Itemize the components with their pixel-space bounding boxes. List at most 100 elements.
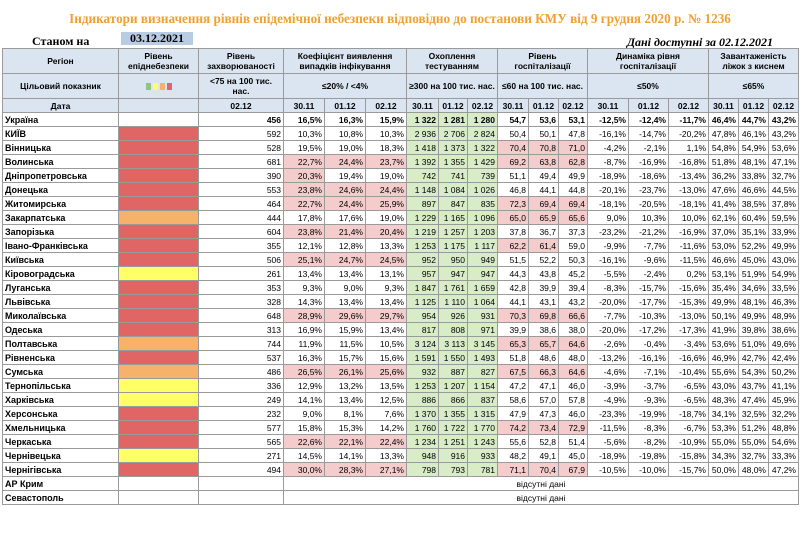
hosp-value: 47,3	[528, 406, 559, 421]
danger-level-cell	[118, 168, 199, 183]
oxygen-value: 33,8%	[738, 168, 769, 183]
region-name: Дніпропетровська	[2, 168, 119, 183]
testing-value: 1 493	[467, 350, 498, 365]
oxygen-value: 54,8%	[708, 140, 739, 155]
testing-value: 1 117	[467, 238, 498, 253]
detection-value: 28,3%	[324, 462, 366, 477]
missing-data-note: відсутні дані	[283, 490, 799, 505]
testing-value: 1 280	[467, 112, 498, 127]
hosp-value: 44,8	[558, 182, 588, 197]
header-incidence: Рівень захворюваності	[198, 48, 284, 74]
testing-value: 1 355	[438, 154, 468, 169]
region-row: Волинська 681 22,7% 24,4% 23,7% 1 392 1 355 1 4…	[2, 154, 799, 169]
oxygen-value: 32,2%	[768, 406, 799, 421]
incidence-value: 681	[198, 154, 284, 169]
oxygen-value: 54,6%	[768, 434, 799, 449]
hosp-dyn-value: -23,2%	[587, 224, 629, 239]
hosp-value: 71,1	[497, 462, 529, 477]
hosp-value: 42,8	[497, 280, 529, 295]
testing-value: 887	[438, 364, 468, 379]
danger-level-cell	[118, 280, 199, 295]
missing-data-row: Севастополь відсутні дані	[2, 490, 799, 505]
testing-value: 817	[406, 322, 439, 337]
hosp-dyn-value: -8,3%	[587, 280, 629, 295]
oxygen-value: 39,8%	[738, 322, 769, 337]
danger-level-cell	[118, 350, 199, 365]
hosp-dyn-value: -13,2%	[587, 350, 629, 365]
detection-value: 9,0%	[324, 280, 366, 295]
detection-value: 10,3%	[365, 126, 407, 141]
hosp-dyn-value: -10,0%	[628, 462, 669, 477]
hosp-value: 65,7	[528, 336, 559, 351]
testing-value: 741	[438, 168, 468, 183]
date-blank	[118, 98, 199, 113]
region-row: Івано-Франківська 355 12,1% 12,8% 13,3% 1 253…	[2, 238, 799, 253]
hosp-dyn-value: -2,6%	[587, 336, 629, 351]
hosp-dyn-value: 0,2%	[668, 266, 709, 281]
testing-value: 1 110	[438, 294, 468, 309]
hosp-value: 50,4	[497, 126, 529, 141]
hosp-dyn-value: -16,9%	[628, 154, 669, 169]
hosp-dyn-value: -2,4%	[628, 266, 669, 281]
detection-value: 24,4%	[324, 196, 366, 211]
oxygen-value: 53,0%	[708, 238, 739, 253]
oxygen-value: 48,1%	[738, 154, 769, 169]
hosp-dyn-value: -18,1%	[668, 196, 709, 211]
oxygen-value: 53,6%	[708, 336, 739, 351]
danger-level-cell	[118, 322, 199, 337]
oxygen-value: 46,4%	[708, 112, 739, 127]
hosp-dyn-value: -11,6%	[668, 238, 709, 253]
date-dyn-1: 30.11	[587, 98, 629, 113]
testing-value: 827	[467, 364, 498, 379]
yellow-level-swatch	[152, 83, 158, 91]
testing-value: 931	[467, 308, 498, 323]
oxygen-value: 46,6%	[738, 182, 769, 197]
oxygen-value: 47,8%	[708, 126, 739, 141]
hosp-value: 49,9	[558, 168, 588, 183]
hosp-dyn-value: -4,9%	[587, 392, 629, 407]
target-oxygen: ≤65%	[708, 73, 799, 99]
region-row: Херсонська 232 9,0% 8,1% 7,6% 1 370 1 355 1 315…	[2, 406, 799, 421]
hosp-dyn-value: -18,9%	[587, 168, 629, 183]
detection-value: 26,1%	[324, 364, 366, 379]
date-label: Дата	[2, 98, 119, 113]
oxygen-value: 46,1%	[738, 126, 769, 141]
danger-level-cell	[118, 126, 199, 141]
detection-value: 11,5%	[324, 336, 366, 351]
oxygen-value: 55,6%	[708, 364, 739, 379]
oxygen-value: 41,4%	[708, 196, 739, 211]
incidence-value: 464	[198, 196, 284, 211]
indicators-table: Регіон Рівень епіднебезпеки Рівень захво…	[2, 48, 799, 505]
hosp-value: 44,1	[497, 294, 529, 309]
testing-value: 1 203	[467, 224, 498, 239]
hosp-dyn-value: -20,0%	[587, 294, 629, 309]
oxygen-value: 41,1%	[768, 378, 799, 393]
hosp-value: 49,1	[528, 448, 559, 463]
region-row: Вінницька 528 19,5% 19,0% 18,3% 1 418 1 373 1 3…	[2, 140, 799, 155]
testing-value: 2 824	[467, 126, 498, 141]
hosp-dyn-value: -13,0%	[668, 308, 709, 323]
page-title: Індикатори визначення рівнів епідемічної…	[69, 11, 731, 26]
danger-level-cell	[118, 490, 199, 505]
as-of-label: Станом на	[32, 34, 90, 48]
detection-value: 13,3%	[365, 238, 407, 253]
detection-value: 22,7%	[283, 196, 325, 211]
oxygen-value: 33,3%	[768, 448, 799, 463]
hosp-dyn-value: -23,3%	[587, 406, 629, 421]
detection-value: 13,4%	[324, 392, 366, 407]
hosp-dyn-value: -10,4%	[668, 364, 709, 379]
hosp-value: 39,9	[497, 322, 529, 337]
detection-value: 24,4%	[365, 182, 407, 197]
testing-value: 847	[438, 196, 468, 211]
danger-level-cell	[118, 154, 199, 169]
date-row: Дата 02.12 30.11 01.12 02.12 30.11 01.12…	[2, 98, 799, 113]
oxygen-value: 32,5%	[738, 406, 769, 421]
hosp-dyn-value: -15,8%	[668, 448, 709, 463]
oxygen-value: 54,9%	[738, 140, 769, 155]
testing-value: 2 936	[406, 126, 439, 141]
incidence-value: 444	[198, 210, 284, 225]
target-incidence: <75 на 100 тис. нас.	[198, 73, 284, 99]
incidence-value: 648	[198, 308, 284, 323]
oxygen-value: 48,8%	[768, 420, 799, 435]
testing-value: 835	[467, 196, 498, 211]
